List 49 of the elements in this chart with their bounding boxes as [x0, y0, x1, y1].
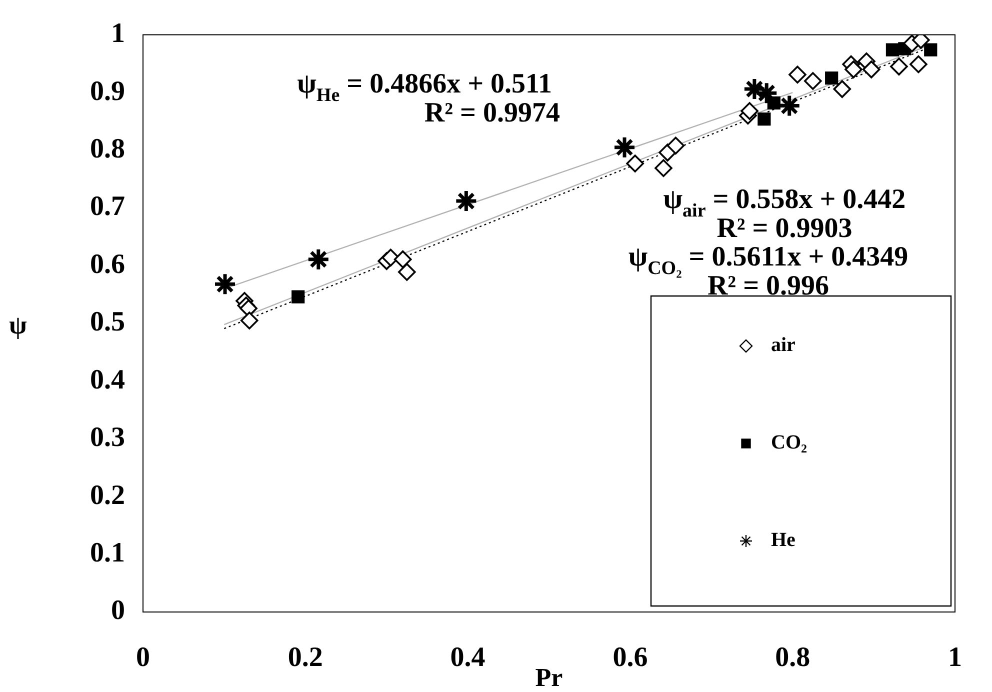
point	[240, 312, 258, 330]
point	[382, 248, 400, 266]
point	[292, 290, 305, 304]
point	[394, 250, 412, 268]
point	[626, 154, 644, 172]
point	[788, 66, 806, 84]
point	[825, 72, 838, 85]
point	[213, 272, 237, 296]
point	[886, 43, 900, 56]
point	[740, 102, 758, 120]
y-tick-label: 0.7	[90, 191, 125, 222]
x-tick-label: 0.6	[612, 642, 648, 674]
y-tick-label: 1	[111, 18, 125, 50]
point	[804, 72, 822, 90]
point	[666, 136, 685, 155]
x-tick-label: 0	[136, 642, 150, 674]
x-tick-label: 0.4	[450, 642, 486, 674]
y-tick-label: 0.8	[90, 133, 125, 164]
x-tick-label: 1	[948, 642, 962, 674]
point	[454, 189, 478, 213]
point	[890, 58, 908, 76]
legend-label: He	[771, 529, 796, 552]
x-tick-label: 0.2	[288, 642, 323, 674]
y-tick-label: 0.2	[90, 480, 125, 511]
x-tick-label: 0.8	[775, 642, 810, 674]
point	[398, 263, 416, 281]
point	[844, 60, 862, 78]
x-axis-title: Pr	[535, 663, 563, 692]
y-tick-label: 0.6	[90, 248, 125, 280]
point	[862, 60, 880, 78]
point	[767, 96, 780, 110]
point	[612, 136, 636, 160]
point	[758, 112, 771, 126]
y-tick-label: 0.5	[90, 306, 125, 338]
point	[742, 77, 766, 101]
y-tick-label: 0.1	[90, 538, 125, 569]
point	[654, 159, 672, 178]
point	[833, 80, 852, 98]
y-tick-label: 0.3	[90, 422, 125, 454]
y-axis-title: ψ	[9, 310, 28, 340]
point	[924, 43, 938, 56]
point	[754, 81, 778, 105]
point	[910, 55, 928, 74]
y-tick-label: 0.4	[90, 364, 125, 396]
legend-label: CO₂	[771, 432, 807, 454]
point	[306, 248, 330, 272]
legend-label: air	[771, 334, 796, 356]
y-tick-label: 0.9	[90, 76, 125, 107]
y-tick-label: 0	[111, 595, 125, 626]
